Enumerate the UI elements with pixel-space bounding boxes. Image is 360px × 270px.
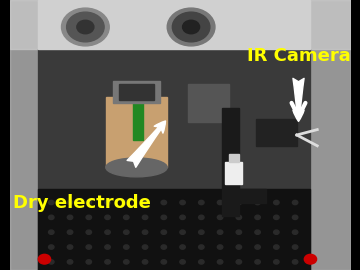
Circle shape [180, 200, 185, 205]
Circle shape [236, 200, 242, 205]
Bar [38, 189, 310, 270]
Text: IR Camera: IR Camera [247, 47, 350, 65]
Circle shape [292, 215, 298, 220]
Circle shape [123, 230, 129, 234]
Circle shape [292, 245, 298, 249]
Circle shape [217, 230, 223, 234]
Circle shape [161, 245, 167, 249]
Circle shape [105, 215, 110, 220]
Circle shape [172, 12, 210, 42]
Circle shape [274, 215, 279, 220]
Circle shape [49, 215, 54, 220]
Circle shape [180, 215, 185, 220]
Circle shape [217, 245, 223, 249]
Circle shape [304, 254, 316, 264]
Circle shape [217, 215, 223, 220]
Circle shape [167, 8, 215, 46]
Circle shape [49, 245, 54, 249]
Circle shape [86, 230, 91, 234]
Circle shape [255, 200, 260, 205]
Bar [229, 154, 239, 162]
Circle shape [161, 230, 167, 234]
Circle shape [67, 245, 73, 249]
Text: Dry electrode: Dry electrode [13, 194, 151, 212]
Circle shape [236, 215, 242, 220]
Circle shape [62, 8, 109, 46]
Circle shape [274, 200, 279, 205]
Circle shape [236, 260, 242, 264]
Circle shape [255, 215, 260, 220]
Circle shape [199, 230, 204, 234]
Circle shape [199, 260, 204, 264]
Circle shape [86, 215, 91, 220]
Circle shape [67, 215, 73, 220]
Bar [106, 97, 167, 167]
Circle shape [49, 230, 54, 234]
Circle shape [274, 245, 279, 249]
Circle shape [217, 260, 223, 264]
Circle shape [142, 215, 148, 220]
Circle shape [236, 230, 242, 234]
Bar [310, 0, 351, 270]
Circle shape [38, 254, 51, 264]
Circle shape [67, 230, 73, 234]
Bar [38, 49, 310, 270]
Bar [239, 189, 266, 202]
Circle shape [86, 245, 91, 249]
Circle shape [105, 260, 110, 264]
Bar [256, 119, 297, 146]
Circle shape [142, 260, 148, 264]
Circle shape [180, 260, 185, 264]
Circle shape [236, 245, 242, 249]
Ellipse shape [106, 158, 167, 177]
Circle shape [105, 245, 110, 249]
Circle shape [255, 260, 260, 264]
Circle shape [161, 260, 167, 264]
Bar [222, 108, 239, 216]
Circle shape [86, 200, 91, 205]
Circle shape [123, 260, 129, 264]
Circle shape [183, 20, 199, 34]
Circle shape [255, 245, 260, 249]
Circle shape [274, 260, 279, 264]
Bar [120, 84, 154, 100]
Circle shape [105, 200, 110, 205]
Bar [113, 81, 161, 103]
Circle shape [67, 12, 104, 42]
Circle shape [123, 200, 129, 205]
Circle shape [292, 260, 298, 264]
Bar [38, 0, 310, 49]
Circle shape [199, 200, 204, 205]
Circle shape [77, 20, 94, 34]
Circle shape [292, 230, 298, 234]
Circle shape [217, 200, 223, 205]
Bar [10, 0, 351, 49]
Circle shape [199, 245, 204, 249]
Bar [10, 0, 38, 270]
Circle shape [161, 200, 167, 205]
Circle shape [142, 200, 148, 205]
Bar [133, 97, 143, 140]
Circle shape [86, 260, 91, 264]
Circle shape [274, 230, 279, 234]
Circle shape [105, 230, 110, 234]
Bar [225, 162, 242, 184]
Circle shape [123, 215, 129, 220]
Circle shape [67, 260, 73, 264]
Circle shape [255, 230, 260, 234]
Circle shape [49, 260, 54, 264]
Circle shape [49, 200, 54, 205]
Circle shape [161, 215, 167, 220]
Circle shape [142, 245, 148, 249]
Bar [188, 84, 229, 122]
Circle shape [180, 245, 185, 249]
Circle shape [199, 215, 204, 220]
Circle shape [180, 230, 185, 234]
Circle shape [123, 245, 129, 249]
Circle shape [292, 200, 298, 205]
Circle shape [142, 230, 148, 234]
Circle shape [67, 200, 73, 205]
